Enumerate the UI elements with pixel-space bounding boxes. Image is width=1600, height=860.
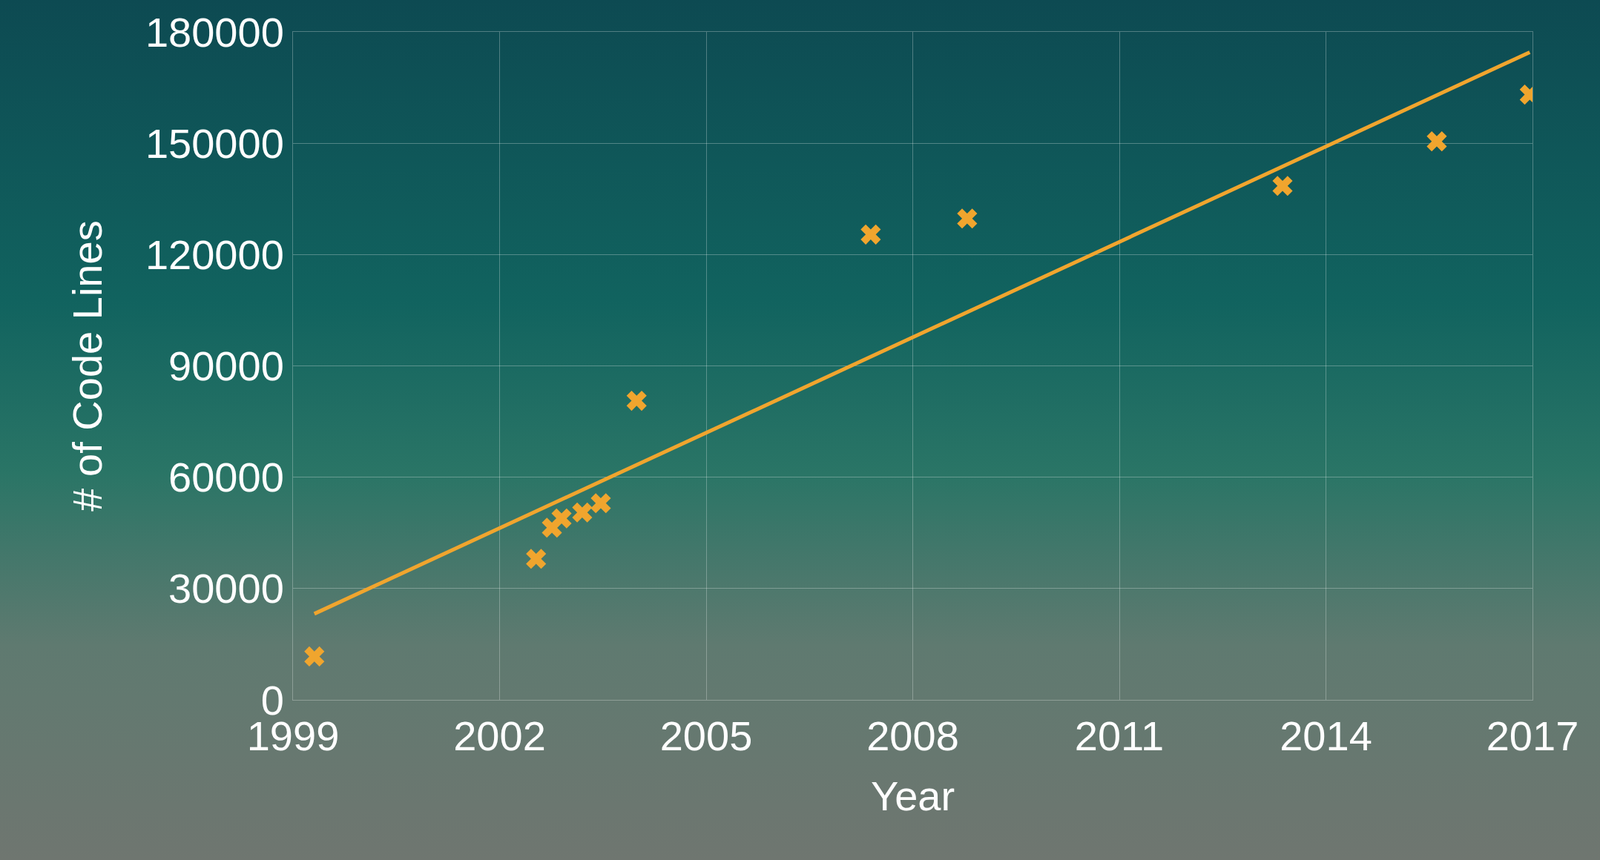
svg-text:2008: 2008 xyxy=(866,712,960,760)
svg-text:2017: 2017 xyxy=(1486,712,1580,760)
svg-text:150000: 150000 xyxy=(145,120,285,167)
svg-text:0: 0 xyxy=(261,677,285,724)
svg-text:# of Code Lines: # of Code Lines xyxy=(63,220,111,512)
svg-text:60000: 60000 xyxy=(168,453,285,501)
svg-text:2002: 2002 xyxy=(453,712,546,760)
svg-text:2005: 2005 xyxy=(660,712,753,760)
svg-text:2011: 2011 xyxy=(1074,712,1164,760)
svg-text:180000: 180000 xyxy=(145,8,285,56)
svg-text:30000: 30000 xyxy=(168,565,285,612)
svg-text:120000: 120000 xyxy=(145,231,285,279)
svg-text:1999: 1999 xyxy=(247,712,340,760)
svg-text:2014: 2014 xyxy=(1279,712,1373,760)
svg-text:Year: Year xyxy=(870,772,955,820)
svg-text:90000: 90000 xyxy=(168,342,285,390)
